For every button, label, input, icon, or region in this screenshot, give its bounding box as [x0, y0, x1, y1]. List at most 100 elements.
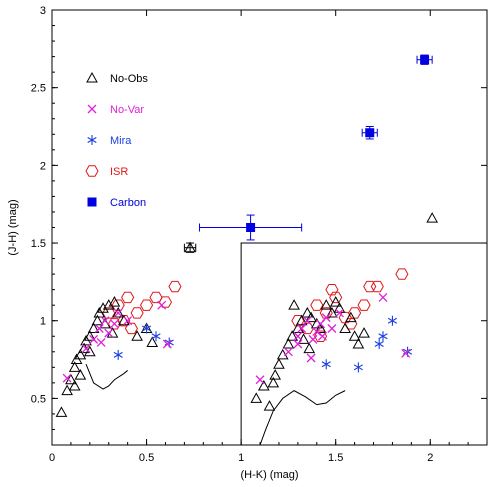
data-point: [124, 322, 139, 335]
data-point: [263, 400, 276, 411]
data-point: [113, 349, 123, 360]
data-point: [348, 330, 361, 341]
data-point: [344, 311, 357, 323]
legend: No-Obs No-Var Mira ISR Carbon: [85, 71, 148, 209]
data-point: [310, 299, 324, 311]
data-point: [306, 353, 316, 363]
data-point: [162, 339, 172, 349]
data-point: [387, 315, 398, 326]
x-tick-label: 2: [427, 452, 433, 464]
data-point: [109, 319, 119, 329]
data-point: [325, 283, 339, 296]
data-point: [130, 307, 144, 319]
data-layer: [55, 54, 487, 446]
data-point: [305, 311, 317, 323]
x-tick-label: 1.5: [328, 452, 343, 464]
data-point: [83, 330, 96, 341]
series-no-var: [62, 292, 411, 385]
data-point: [68, 361, 81, 372]
legend-label: ISR: [110, 166, 128, 178]
data-point: [295, 314, 308, 326]
data-point: [335, 308, 344, 318]
data-point: [321, 359, 331, 370]
data-point: [302, 316, 312, 326]
data-point: [303, 342, 316, 354]
legend-marker: [87, 197, 97, 207]
series-mira: [113, 315, 413, 373]
legend-label: Mira: [110, 135, 132, 147]
data-point: [321, 313, 331, 323]
data-point: [353, 362, 363, 373]
series-carbon: [246, 55, 430, 232]
data-point: [94, 324, 104, 333]
data-point: [62, 373, 72, 383]
data-point: [358, 327, 370, 338]
data-point: [378, 292, 388, 302]
data-point: [363, 280, 377, 293]
data-point: [297, 324, 307, 333]
data-point: [81, 344, 91, 354]
data-point: [288, 299, 300, 310]
data-point: [68, 379, 81, 391]
data-point: [269, 369, 282, 380]
intrinsic-color-curve: [259, 390, 346, 446]
legend-marker: [86, 71, 98, 83]
data-point: [83, 345, 96, 357]
data-point: [108, 296, 121, 307]
data-point: [293, 339, 303, 349]
data-point: [141, 323, 152, 334]
y-tick-label: 0.5: [31, 393, 46, 405]
data-point: [184, 241, 196, 253]
data-point: [273, 358, 285, 369]
data-point: [314, 322, 327, 333]
data-point: [104, 328, 114, 338]
y-tick-label: 2.5: [31, 83, 46, 95]
data-point: [97, 302, 109, 313]
y-tick-label: 3: [40, 5, 46, 17]
data-point: [319, 307, 333, 319]
data-point: [96, 338, 106, 347]
data-point: [338, 311, 352, 324]
legend-label: No-Obs: [110, 73, 148, 85]
ticks-layer: 0 0.5 1 1.5 2 0.5 1 1.5 2 2.5 3: [31, 5, 487, 464]
intrinsic-color-curve: [85, 364, 128, 390]
data-point: [123, 316, 133, 326]
x-tick-label: 0.5: [139, 452, 154, 464]
data-point: [327, 324, 337, 333]
data-point: [313, 330, 328, 342]
data-point: [87, 322, 100, 333]
data-point: [146, 336, 159, 347]
data-point: [365, 128, 375, 138]
x-tick-label: 0: [49, 452, 55, 464]
data-point: [151, 331, 161, 342]
data-point: [139, 299, 154, 311]
y-tick-label: 1.5: [31, 238, 46, 250]
data-point: [320, 299, 333, 310]
data-point: [168, 280, 182, 293]
data-point: [357, 299, 371, 311]
data-point: [426, 212, 439, 223]
data-point: [317, 331, 327, 341]
region-boundary-line: [240, 242, 487, 445]
data-point: [257, 379, 270, 391]
data-point: [374, 339, 384, 350]
legend-label: Carbon: [110, 197, 146, 209]
data-point: [267, 376, 280, 388]
data-point: [352, 337, 365, 349]
data-point: [255, 375, 265, 385]
data-point: [282, 337, 295, 349]
data-point: [131, 330, 143, 341]
x-axis-title: (H-K) (mag): [240, 469, 298, 481]
data-point: [370, 280, 384, 293]
data-point: [420, 55, 430, 65]
x-tick-label: 1: [238, 452, 244, 464]
legend-marker: [87, 104, 97, 114]
data-point: [246, 223, 256, 232]
data-point: [74, 369, 87, 380]
data-point: [121, 291, 135, 304]
series-isr: [102, 268, 409, 342]
data-point: [312, 327, 322, 337]
data-point: [395, 268, 409, 280]
legend-label: No-Var: [110, 104, 144, 116]
